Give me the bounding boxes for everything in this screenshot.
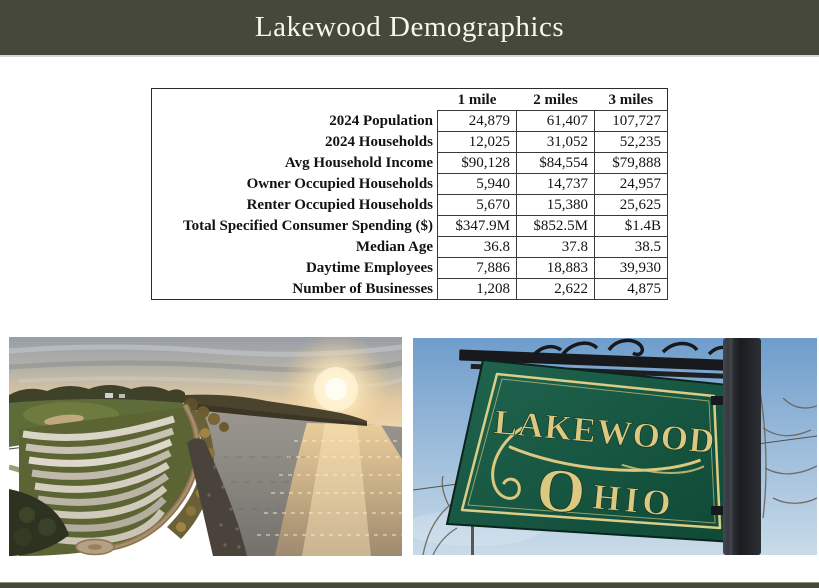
lake-water <box>187 409 402 556</box>
cell-1-mile: $90,128 <box>437 152 517 174</box>
page-title: Lakewood Demographics <box>254 11 565 43</box>
flourish-spiral <box>491 426 524 500</box>
demographics-table: 1 mile 2 miles 3 miles 2024 Population 2… <box>151 88 668 300</box>
sign-text-ohio-rest: HIO <box>591 476 676 523</box>
distant-pole <box>471 514 474 555</box>
table-row: Renter Occupied Households 5,670 15,380 … <box>152 194 668 216</box>
row-label: Number of Businesses <box>292 280 433 297</box>
table-row: Owner Occupied Households 5,940 14,737 2… <box>152 173 668 195</box>
cell-3-miles: 52,235 <box>594 131 668 153</box>
boardwalk-path <box>75 403 201 556</box>
cell-2-miles: 2,622 <box>516 278 595 300</box>
cell-1-mile: $347.9M <box>437 215 517 237</box>
row-label: 2024 Households <box>325 134 433 150</box>
table-row: Daytime Employees 7,886 18,883 39,930 <box>152 257 668 279</box>
cell-1-mile: 5,670 <box>437 194 517 216</box>
sun <box>325 378 347 400</box>
cell-3-miles: 107,727 <box>594 110 668 132</box>
cell-3-miles: 38.5 <box>594 236 668 258</box>
table-row: Total Specified Consumer Spending ($) $3… <box>152 215 668 237</box>
cell-2-miles: 14,737 <box>516 173 595 195</box>
table-row: 2024 Population 24,879 61,407 107,727 <box>152 110 668 132</box>
foreground-bushes <box>9 489 69 556</box>
cell-2-miles: 15,380 <box>516 194 595 216</box>
solstice-steps <box>19 407 200 556</box>
sign-photo-illustration: LAKEWOOD O HIO <box>413 338 817 555</box>
demographics-table-grid: 1 mile 2 miles 3 miles 2024 Population 2… <box>151 88 668 300</box>
cell-1-mile: 5,940 <box>437 173 517 195</box>
lakewood-park-sunset-photo <box>9 337 402 556</box>
cell-2-miles: 37.8 <box>516 236 595 258</box>
footer-bar <box>0 582 819 588</box>
cell-2-miles: 31,052 <box>516 131 595 153</box>
row-label: Median Age <box>355 239 433 255</box>
cell-3-miles: 4,875 <box>594 278 668 300</box>
cell-2-miles: 18,883 <box>516 257 595 279</box>
row-label: Avg Household Income <box>284 155 433 171</box>
cell-1-mile: 24,879 <box>437 110 517 132</box>
cell-2-miles: 61,407 <box>516 110 595 132</box>
row-label: Owner Occupied Households <box>246 176 433 192</box>
sign-text-ohio-initial: O <box>534 455 588 527</box>
cell-3-miles: $79,888 <box>594 152 668 174</box>
table-row: Number of Businesses 1,208 2,622 4,875 <box>152 278 668 300</box>
corner-cell <box>152 89 438 111</box>
table-row: Median Age 36.8 37.8 38.5 <box>152 236 668 258</box>
park-photo-illustration <box>9 337 402 556</box>
column-header-1-mile: 1 mile <box>457 91 497 108</box>
sign-post <box>711 338 761 555</box>
flourish-swash <box>508 445 702 472</box>
rocky-shore <box>187 438 247 556</box>
shoreline-headland <box>185 394 367 426</box>
cell-3-miles: 24,957 <box>594 173 668 195</box>
cell-1-mile: 36.8 <box>437 236 517 258</box>
cell-1-mile: 1,208 <box>437 278 517 300</box>
cell-2-miles: $852.5M <box>516 215 595 237</box>
column-header-2-miles: 2 miles <box>533 91 578 108</box>
column-header-3-miles: 3 miles <box>608 91 654 108</box>
row-label: Total Specified Consumer Spending ($) <box>182 218 433 234</box>
row-label: 2024 Population <box>329 113 433 129</box>
row-label: Renter Occupied Households <box>246 197 433 213</box>
cell-3-miles: 25,625 <box>594 194 668 216</box>
sign-panel: LAKEWOOD O HIO <box>445 358 736 544</box>
header-bar: Lakewood Demographics <box>0 0 819 57</box>
cell-1-mile: 7,886 <box>437 257 517 279</box>
lakewood-ohio-sign-photo: LAKEWOOD O HIO <box>413 338 817 555</box>
row-label: Daytime Employees <box>305 260 433 276</box>
table-row: Avg Household Income $90,128 $84,554 $79… <box>152 152 668 174</box>
cell-1-mile: 12,025 <box>437 131 517 153</box>
cell-2-miles: $84,554 <box>516 152 595 174</box>
table-row: 2024 Households 12,025 31,052 52,235 <box>152 131 668 153</box>
cell-3-miles: $1.4B <box>594 215 668 237</box>
table-header-row: 1 mile 2 miles 3 miles <box>152 89 668 111</box>
cell-3-miles: 39,930 <box>594 257 668 279</box>
